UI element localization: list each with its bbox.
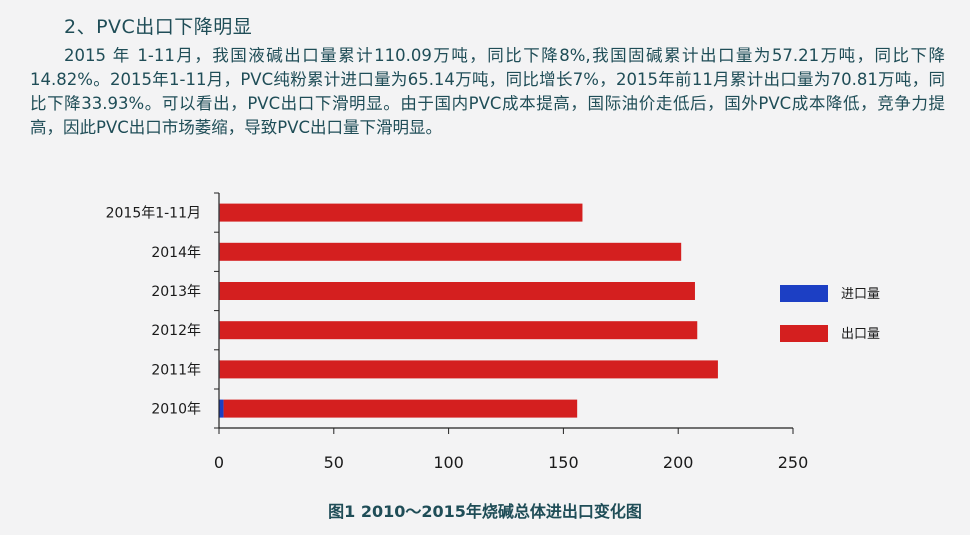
body-paragraph: 2015 年 1-11月，我国液碱出口量累计110.09万吨，同比下降8%,我国… [30, 46, 945, 137]
x-tick-label: 100 [433, 453, 464, 472]
x-tick-label: 200 [663, 453, 694, 472]
figure-caption: 图1 2010～2015年烧碱总体进出口变化图 [328, 502, 642, 521]
y-tick-label: 2013年 [151, 284, 201, 300]
legend-swatch [780, 285, 828, 302]
x-tick-label: 250 [778, 453, 809, 472]
bar-export [223, 399, 578, 418]
y-tick-label: 2012年 [151, 323, 201, 339]
y-tick-label: 2010年 [151, 402, 201, 418]
y-tick-label: 2011年 [151, 362, 201, 378]
legend-swatch [780, 325, 828, 342]
bar-export [219, 203, 583, 222]
bar-export [219, 242, 682, 261]
bar-export [219, 282, 695, 300]
legend-label: 出口量 [841, 327, 880, 342]
bar-import [219, 399, 224, 418]
y-tick-label: 2014年 [151, 245, 201, 261]
section-heading: 2、PVC出口下降明显 [64, 16, 253, 38]
y-tick-label: 2015年1-11月 [106, 206, 201, 222]
x-tick-label: 150 [548, 453, 579, 472]
bar-export [219, 360, 718, 379]
x-tick-label: 0 [214, 453, 224, 472]
bar-export [219, 321, 698, 340]
x-tick-label: 50 [324, 453, 344, 472]
legend-label: 进口量 [841, 287, 880, 302]
